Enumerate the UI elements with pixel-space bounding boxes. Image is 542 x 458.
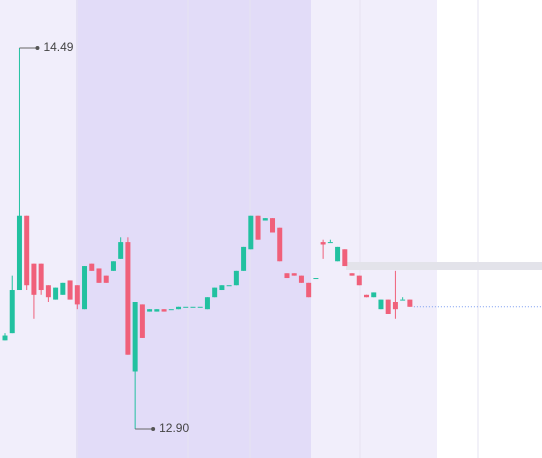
- candle-body: [262, 218, 268, 221]
- candle-body: [248, 215, 254, 250]
- candle-body: [147, 309, 153, 312]
- candle-body: [125, 242, 131, 355]
- candle-body: [335, 246, 341, 262]
- candle-body: [38, 263, 44, 291]
- candle-body: [277, 227, 283, 262]
- candle-body: [219, 285, 225, 291]
- candle-body: [168, 309, 174, 311]
- candle-body: [190, 306, 196, 308]
- candle-body: [161, 309, 167, 312]
- candle-body: [74, 285, 80, 305]
- candle-body: [24, 215, 30, 286]
- candle-body: [16, 215, 22, 291]
- candle-body: [45, 285, 51, 298]
- candle-body: [298, 275, 304, 283]
- highlight-range: [76, 0, 311, 458]
- annotation-dot: [151, 427, 156, 431]
- candle-body: [356, 275, 362, 286]
- candle-body: [96, 268, 102, 283]
- candle-body: [103, 275, 109, 283]
- candle-body: [364, 294, 369, 298]
- candle-body: [176, 306, 182, 310]
- candle-body: [183, 306, 189, 308]
- candle-body: [226, 285, 232, 287]
- candle-body: [270, 218, 276, 233]
- candle-body: [89, 263, 95, 271]
- candle-body: [110, 261, 116, 271]
- candle-body: [327, 242, 333, 244]
- candle-body: [82, 266, 88, 310]
- candle-body: [306, 282, 312, 298]
- candle-body: [233, 270, 239, 286]
- candle-body: [53, 287, 59, 300]
- candle-body: [197, 306, 203, 308]
- session-background: [0, 0, 76, 458]
- price-band: [346, 262, 542, 270]
- candle-body: [132, 302, 138, 372]
- annotation-label: 12.90: [159, 421, 189, 435]
- candle-body: [284, 273, 290, 279]
- candle-body: [392, 302, 398, 310]
- annotation-dot: [35, 46, 40, 50]
- session-background: [311, 0, 437, 458]
- candle-body: [60, 282, 66, 295]
- candle-body: [255, 215, 261, 240]
- candle-body: [371, 292, 377, 298]
- candle-body: [400, 299, 406, 301]
- annotation-label: 14.49: [43, 40, 73, 54]
- candle-body: [212, 287, 218, 298]
- candle-body: [385, 299, 391, 314]
- candle-body: [407, 299, 413, 307]
- candle-body: [349, 273, 355, 276]
- candle-body: [139, 304, 145, 338]
- candle-body: [204, 297, 210, 310]
- candle-body: [291, 273, 297, 276]
- candle-body: [320, 242, 326, 245]
- candle-body: [2, 335, 8, 341]
- candle-body: [154, 309, 160, 312]
- candle-body: [67, 280, 73, 300]
- candle-body: [241, 246, 247, 271]
- candle-body: [31, 263, 37, 295]
- candle-body: [313, 278, 319, 280]
- candle-body: [9, 290, 15, 334]
- candle-body: [342, 249, 348, 267]
- candle-body: [118, 242, 124, 259]
- candle-body: [378, 299, 384, 310]
